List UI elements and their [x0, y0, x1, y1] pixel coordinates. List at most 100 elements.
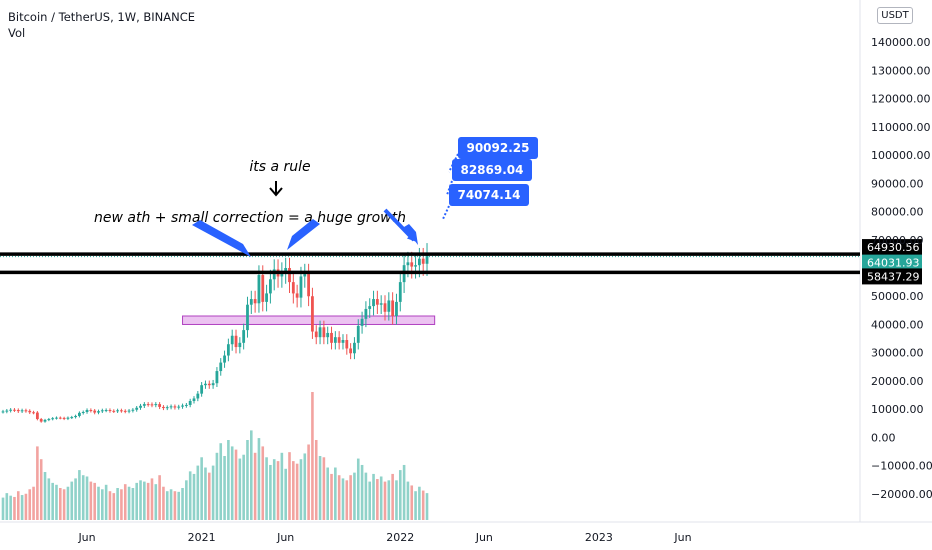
price-tick-label: 130000.00: [871, 64, 931, 77]
candle-body: [85, 410, 89, 412]
candle-body: [288, 268, 291, 283]
candle-body: [93, 410, 97, 413]
volume-bar: [127, 486, 131, 520]
candle-body: [131, 409, 135, 411]
volume-bar: [330, 473, 333, 520]
volume-bar: [59, 488, 62, 520]
candle-body: [272, 269, 276, 280]
volume-bar: [123, 484, 127, 520]
symbol-title[interactable]: Bitcoin / TetherUS, 1W, BINANCE: [8, 10, 196, 24]
candle-body: [368, 306, 372, 309]
volume-bar: [414, 491, 417, 520]
candle-body: [112, 410, 116, 412]
candle-body: [372, 299, 375, 307]
volume-bar: [93, 482, 96, 520]
volume-bar: [150, 478, 154, 520]
candle-body: [215, 371, 219, 384]
candle-body: [184, 404, 188, 406]
candle-body: [196, 393, 200, 399]
target-bubble[interactable]: [449, 184, 529, 206]
candle-body: [192, 398, 196, 401]
price-tick-label: −20000.00: [871, 488, 932, 501]
volume-bars: [1, 392, 429, 520]
candle-body: [9, 409, 13, 411]
candle-body: [337, 337, 341, 343]
candle-body: [253, 299, 257, 304]
candle-body: [24, 410, 28, 412]
candle-body: [211, 383, 215, 386]
support-zone[interactable]: [182, 315, 436, 325]
currency-selector[interactable]: USDT: [877, 7, 913, 24]
candle-body: [387, 300, 391, 312]
volume-bar: [139, 480, 142, 520]
candle-body: [356, 325, 360, 343]
candle-body: [97, 411, 100, 413]
pointer-arrow-icon[interactable]: [287, 219, 320, 250]
volume-bar: [372, 473, 375, 520]
support-price-label-bg: [862, 268, 922, 285]
last-price-label-bg: [862, 254, 922, 271]
candle-body: [246, 304, 249, 331]
volume-bar: [32, 486, 35, 520]
support-price-label: 58437.29: [867, 270, 920, 283]
resistance-price-label-bg: [862, 239, 922, 256]
volume-bar: [230, 446, 234, 520]
volume-bar: [425, 493, 429, 520]
annotation-its-a-rule[interactable]: its a rule: [249, 159, 310, 175]
time-axis[interactable]: Jun 2021 Jun 2022 Jun 2023 Jun: [77, 531, 691, 544]
price-tick-label: 50000.00: [871, 290, 924, 303]
target-connector: [448, 153, 459, 173]
volume-bar: [341, 478, 345, 520]
candle-body: [391, 300, 395, 316]
candle-body: [108, 410, 112, 412]
time-tick-label: Jun: [276, 531, 294, 544]
target-connector: [442, 205, 450, 220]
candle-body: [5, 410, 9, 412]
volume-bar: [20, 495, 24, 520]
volume-bar: [295, 463, 299, 520]
volume-indicator-label[interactable]: Vol: [8, 26, 26, 40]
annotations[interactable]: 90092.25 82869.04 74074.14 its a rule new at…: [94, 137, 538, 257]
candle-body: [299, 276, 303, 298]
volume-bar: [215, 452, 219, 520]
price-tick-label: 90000.00: [871, 177, 924, 190]
candle-body: [32, 412, 35, 414]
candle-body: [13, 409, 16, 411]
resistance-price-label: 64930.56: [867, 241, 920, 254]
volume-bar: [185, 480, 188, 520]
price-tick-label: −10000.00: [871, 460, 932, 473]
price-tick-label: 120000.00: [871, 93, 931, 106]
candle-body: [249, 299, 253, 305]
support-zone-box[interactable]: [182, 315, 436, 325]
candle-body: [104, 410, 108, 412]
volume-bar: [24, 493, 28, 520]
volume-bar: [376, 479, 379, 520]
candle-body: [120, 410, 123, 412]
pointer-arrow-icon[interactable]: [192, 220, 251, 257]
time-tick-label: 2021: [188, 531, 216, 544]
volume-bar: [227, 440, 230, 520]
volume-bar: [288, 452, 291, 520]
pointer-arrow-icon[interactable]: [383, 208, 416, 242]
candle-body: [410, 262, 414, 267]
candle-body: [330, 332, 333, 343]
target-bubble[interactable]: [458, 137, 538, 159]
volume-bar: [55, 484, 58, 520]
volume-bar: [66, 486, 70, 520]
price-axis[interactable]: 140000.00 130000.00 120000.00 110000.00 1000…: [871, 36, 932, 501]
candle-body: [421, 258, 425, 264]
candle-body: [135, 407, 139, 410]
volume-bar: [108, 491, 112, 520]
candle-body: [364, 308, 368, 319]
target-bubble[interactable]: [452, 159, 532, 181]
annotation-main-text[interactable]: new ath + small correction = a huge grow…: [94, 210, 406, 226]
volume-bar: [421, 490, 425, 520]
volume-bar: [250, 430, 253, 520]
candle-body: [43, 419, 47, 422]
candle-body: [100, 410, 104, 412]
candle-body: [414, 265, 417, 267]
candle-body: [58, 417, 62, 419]
candle-body: [333, 337, 337, 343]
